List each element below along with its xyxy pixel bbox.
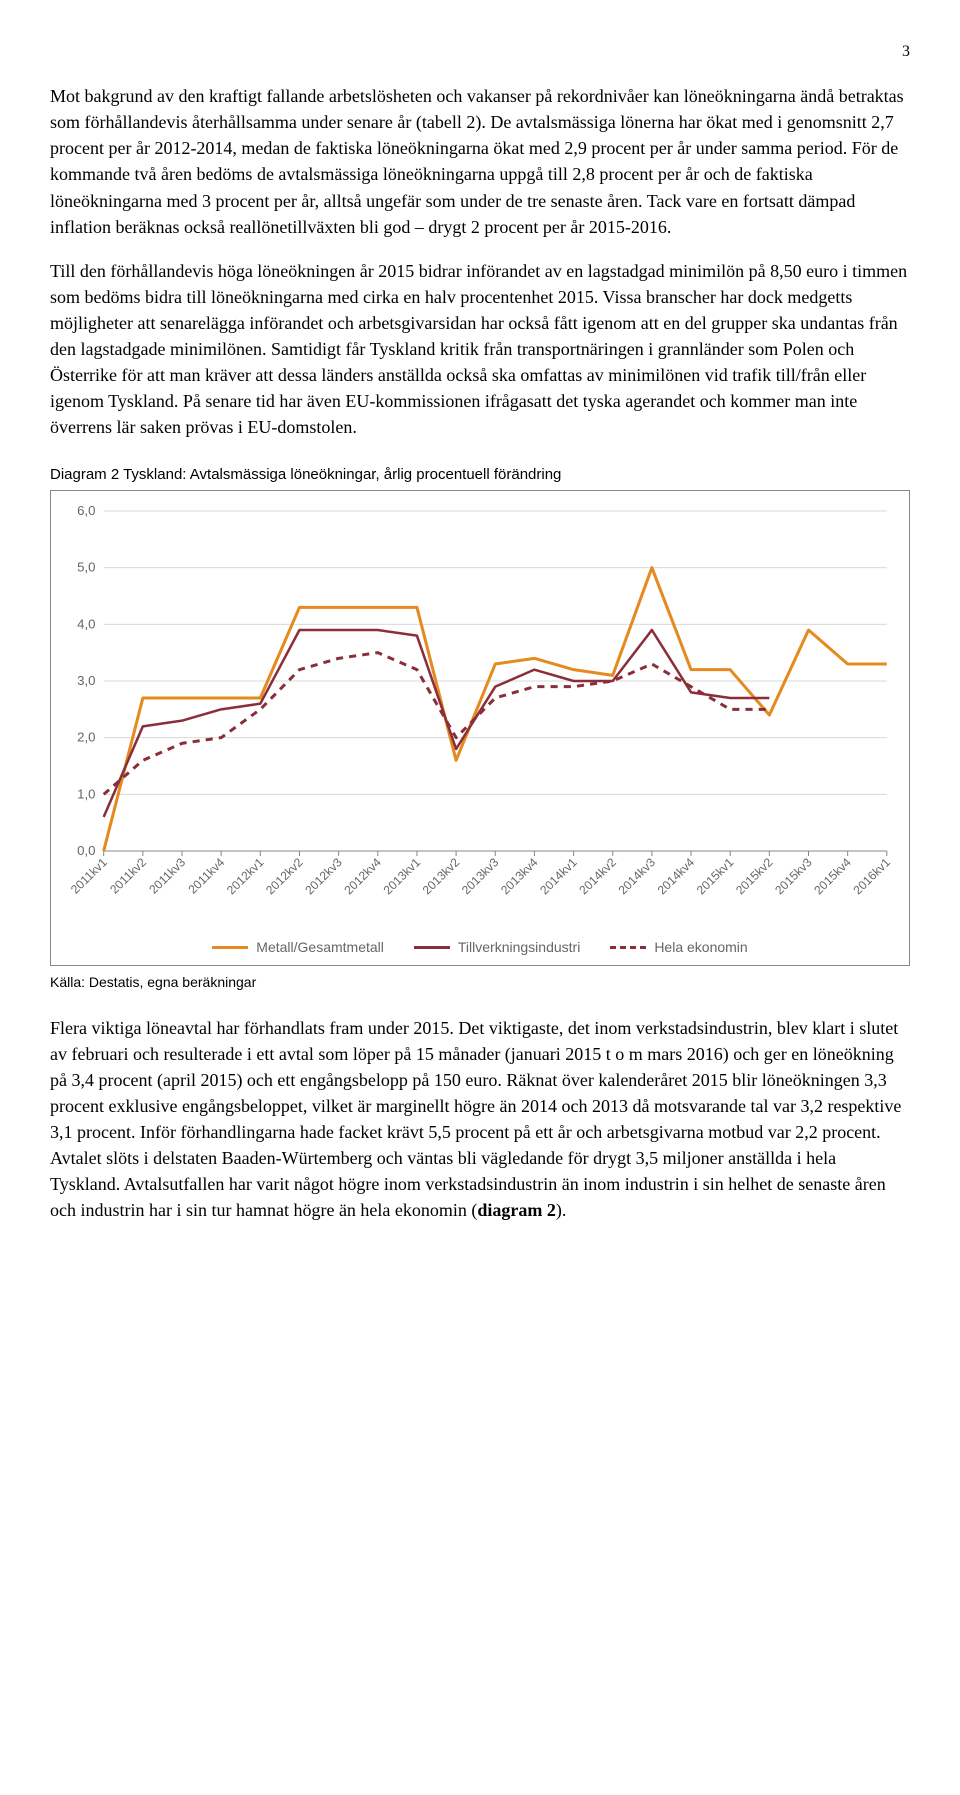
svg-text:2012kv1: 2012kv1 bbox=[224, 855, 267, 897]
chart-legend: Metall/Gesamtmetall Tillverkningsindustri… bbox=[63, 937, 897, 957]
svg-text:2012kv4: 2012kv4 bbox=[341, 855, 384, 897]
para3-text-b: ). bbox=[556, 1200, 567, 1220]
svg-text:2013kv2: 2013kv2 bbox=[420, 855, 463, 897]
chart-title: Diagram 2 Tyskland: Avtalsmässiga löneök… bbox=[50, 464, 910, 486]
svg-text:2011kv1: 2011kv1 bbox=[68, 855, 110, 896]
paragraph-3: Flera viktiga löneavtal har förhandlats … bbox=[50, 1015, 910, 1224]
svg-text:2,0: 2,0 bbox=[77, 730, 95, 745]
legend-item: Hela ekonomin bbox=[610, 937, 747, 957]
legend-label: Metall/Gesamtmetall bbox=[256, 937, 384, 957]
legend-swatch bbox=[414, 946, 450, 949]
para3-bold: diagram 2 bbox=[477, 1200, 556, 1220]
chart-source: Källa: Destatis, egna beräkningar bbox=[50, 972, 910, 992]
svg-text:4,0: 4,0 bbox=[77, 617, 95, 632]
legend-item: Tillverkningsindustri bbox=[414, 937, 580, 957]
svg-text:2016kv1: 2016kv1 bbox=[850, 855, 893, 897]
para3-text-a: Flera viktiga löneavtal har förhandlats … bbox=[50, 1018, 901, 1221]
svg-text:2014kv4: 2014kv4 bbox=[655, 855, 698, 897]
svg-text:2014kv2: 2014kv2 bbox=[576, 855, 619, 897]
paragraph-1: Mot bakgrund av den kraftigt fallande ar… bbox=[50, 83, 910, 240]
svg-text:1,0: 1,0 bbox=[77, 787, 95, 802]
svg-text:2013kv1: 2013kv1 bbox=[381, 855, 424, 897]
svg-text:2013kv3: 2013kv3 bbox=[459, 855, 502, 897]
svg-text:3,0: 3,0 bbox=[77, 673, 95, 688]
page-number: 3 bbox=[50, 40, 910, 63]
svg-text:2012kv2: 2012kv2 bbox=[263, 855, 306, 897]
paragraph-2: Till den förhållandevis höga löneökninge… bbox=[50, 258, 910, 441]
svg-text:2014kv1: 2014kv1 bbox=[537, 855, 580, 897]
svg-text:2011kv4: 2011kv4 bbox=[185, 855, 227, 896]
chart-container: 0,01,02,03,04,05,06,02011kv12011kv22011k… bbox=[50, 490, 910, 966]
svg-text:0,0: 0,0 bbox=[77, 843, 95, 858]
svg-text:6,0: 6,0 bbox=[77, 503, 95, 518]
svg-text:2015kv4: 2015kv4 bbox=[811, 855, 854, 897]
legend-label: Tillverkningsindustri bbox=[458, 937, 580, 957]
svg-text:2011kv3: 2011kv3 bbox=[146, 855, 188, 896]
svg-text:2014kv3: 2014kv3 bbox=[615, 855, 658, 897]
legend-label: Hela ekonomin bbox=[654, 937, 747, 957]
legend-item: Metall/Gesamtmetall bbox=[212, 937, 384, 957]
svg-text:2013kv4: 2013kv4 bbox=[498, 855, 541, 897]
svg-text:2015kv2: 2015kv2 bbox=[733, 855, 776, 897]
svg-text:5,0: 5,0 bbox=[77, 560, 95, 575]
svg-text:2015kv1: 2015kv1 bbox=[694, 855, 737, 897]
legend-swatch bbox=[212, 946, 248, 949]
line-chart: 0,01,02,03,04,05,06,02011kv12011kv22011k… bbox=[63, 501, 897, 931]
svg-text:2012kv3: 2012kv3 bbox=[302, 855, 345, 897]
svg-text:2011kv2: 2011kv2 bbox=[107, 855, 149, 896]
legend-swatch bbox=[610, 946, 646, 949]
svg-text:2015kv3: 2015kv3 bbox=[772, 855, 815, 897]
